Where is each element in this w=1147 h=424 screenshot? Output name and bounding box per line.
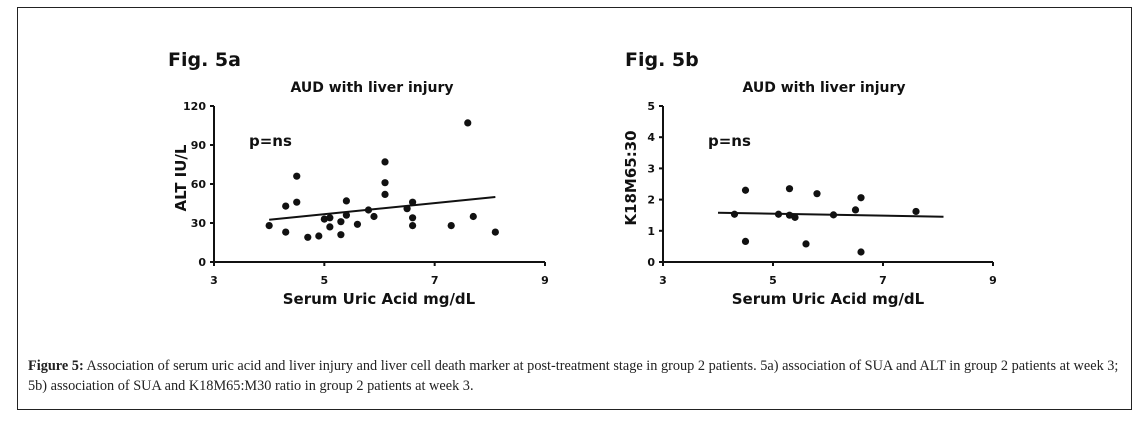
y-axis-label: ALT IU/L: [172, 144, 190, 211]
y-tick-label: 30: [191, 217, 207, 230]
data-point: [857, 194, 865, 202]
y-tick-label: 120: [183, 100, 206, 113]
data-point: [813, 190, 821, 198]
x-axis-label: Serum Uric Acid mg/dL: [283, 290, 476, 308]
data-point: [342, 197, 350, 205]
x-tick-label: 5: [321, 274, 329, 287]
data-point: [802, 240, 810, 248]
y-tick-label: 5: [647, 100, 655, 113]
data-point: [381, 158, 389, 166]
x-tick-label: 3: [210, 274, 218, 287]
data-point: [785, 185, 794, 193]
data-point: [491, 228, 499, 236]
chart-panel-5a: Fig. 5a AUD with liver injury 0 30 60 90 120 3 5…: [168, 49, 549, 308]
chart-title: AUD with liver injury: [742, 80, 905, 96]
data-point: [381, 179, 389, 187]
x-tick-label: 7: [431, 274, 439, 287]
data-point: [315, 232, 323, 240]
data-point: [785, 211, 794, 219]
data-point: [293, 172, 301, 180]
data-point: [741, 237, 750, 246]
p-value-annotation: p=ns: [708, 132, 751, 150]
data-point: [337, 231, 345, 239]
figure-frame: [17, 7, 1132, 410]
data-point: [730, 210, 739, 218]
x-tick-label: 5: [769, 274, 777, 287]
y-axis-label: K18M65:30: [622, 130, 640, 225]
data-point: [409, 222, 417, 230]
caption-text: Association of serum uric acid and liver…: [28, 358, 1119, 394]
panel-label: Fig. 5a: [168, 49, 241, 71]
data-point: [912, 207, 920, 216]
y-tick-label: 3: [647, 162, 655, 175]
data-point: [774, 210, 783, 218]
y-tick-label: 4: [647, 131, 655, 144]
y-tick-label: 90: [191, 139, 207, 152]
trendline: [269, 196, 496, 221]
data-point: [381, 190, 389, 198]
data-point: [353, 220, 362, 228]
data-point: [851, 206, 860, 214]
data-point: [469, 212, 477, 221]
x-axis-label: Serum Uric Acid mg/dL: [732, 290, 925, 308]
data-point: [326, 214, 334, 222]
panel-label: Fig. 5b: [625, 49, 699, 71]
data-point: [409, 214, 417, 222]
y-tick-label: 0: [647, 256, 655, 269]
data-point: [403, 205, 411, 213]
data-point: [320, 215, 328, 223]
data-point: [741, 186, 750, 194]
figure-caption: Figure 5: Association of serum uric acid…: [28, 356, 1128, 396]
data-point: [791, 213, 799, 221]
data-point: [464, 119, 472, 127]
data-point: [304, 233, 312, 241]
y-tick-label: 1: [647, 225, 655, 238]
data-point: [364, 206, 373, 214]
data-point: [342, 211, 350, 219]
x-tick-label: 9: [541, 274, 549, 287]
y-tick-label: 60: [191, 178, 207, 191]
data-point: [370, 212, 378, 221]
p-value-annotation: p=ns: [249, 132, 292, 150]
data-point: [293, 198, 301, 206]
y-tick-label: 0: [198, 256, 206, 269]
data-point: [265, 222, 273, 230]
data-point: [857, 248, 865, 256]
data-point: [447, 222, 455, 230]
y-tick-label: 2: [647, 194, 655, 207]
data-point: [326, 223, 334, 231]
data-point: [282, 202, 290, 210]
chart-panel-5b: Fig. 5b AUD with liver injury 0 1 2 3 4 5 3 5 7 9 Se…: [622, 49, 997, 308]
caption-label: Figure 5:: [28, 358, 84, 374]
data-point: [282, 228, 290, 236]
x-tick-label: 3: [659, 274, 667, 287]
chart-title: AUD with liver injury: [290, 80, 453, 96]
x-tick-label: 7: [879, 274, 887, 287]
x-tick-label: 9: [989, 274, 997, 287]
data-point: [409, 198, 417, 206]
data-point: [829, 211, 838, 219]
data-point: [337, 218, 345, 226]
